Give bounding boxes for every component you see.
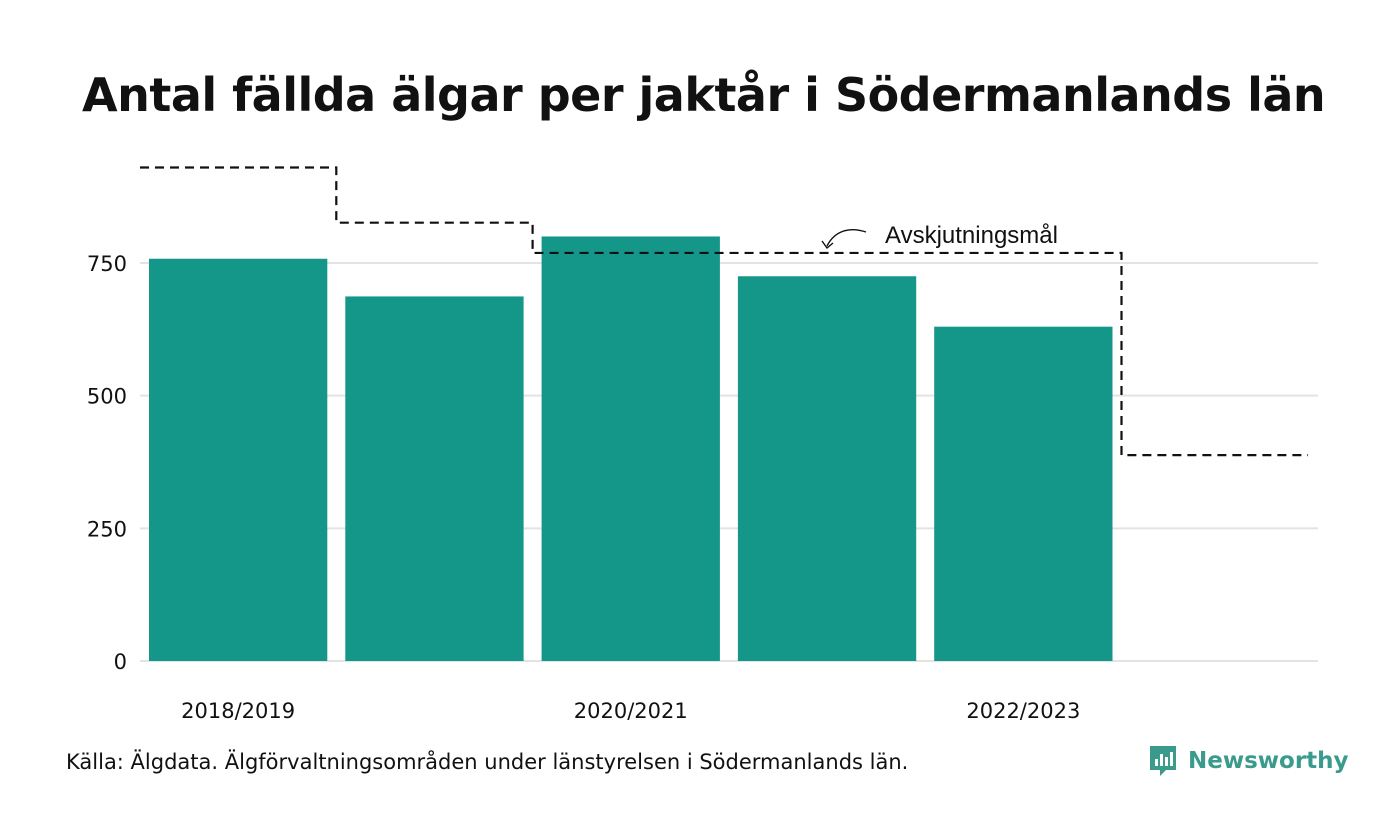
source-note: Källa: Älgdata. Älgförvaltningsområden u… bbox=[66, 750, 909, 774]
annotation-arrowhead bbox=[821, 240, 834, 250]
bar bbox=[737, 276, 917, 661]
chart-title: Antal fällda älgar per jaktår i Söderman… bbox=[82, 68, 1326, 122]
bar bbox=[934, 326, 1113, 661]
x-tick-label: 2018/2019 bbox=[181, 699, 295, 723]
x-tick-label: 2022/2023 bbox=[966, 699, 1080, 723]
target-line bbox=[140, 166, 1308, 457]
bar bbox=[149, 258, 328, 661]
bars bbox=[149, 236, 1113, 661]
bar bbox=[345, 296, 524, 661]
newsworthy-logo-icon bbox=[1150, 746, 1176, 776]
x-tick-label: 2020/2021 bbox=[574, 699, 688, 723]
y-tick-label: 750 bbox=[87, 252, 127, 276]
target-annotation: Avskjutningsmål bbox=[821, 222, 1058, 250]
y-tick-label: 250 bbox=[87, 517, 127, 541]
x-axis: 2018/2019 2020/2021 2022/2023 bbox=[181, 699, 1080, 723]
brand-logo: Newsworthy bbox=[1148, 744, 1349, 778]
grid-lines bbox=[140, 262, 1318, 662]
y-axis: 0 250 500 750 bbox=[87, 252, 127, 674]
y-tick-label: 500 bbox=[87, 385, 127, 409]
y-tick-label: 0 bbox=[114, 650, 127, 674]
target-label: Avskjutningsmål bbox=[885, 222, 1058, 249]
bar bbox=[541, 236, 720, 661]
brand-name: Newsworthy bbox=[1188, 748, 1349, 774]
target-step-line bbox=[140, 166, 1308, 457]
annotation-arrow bbox=[826, 228, 867, 247]
